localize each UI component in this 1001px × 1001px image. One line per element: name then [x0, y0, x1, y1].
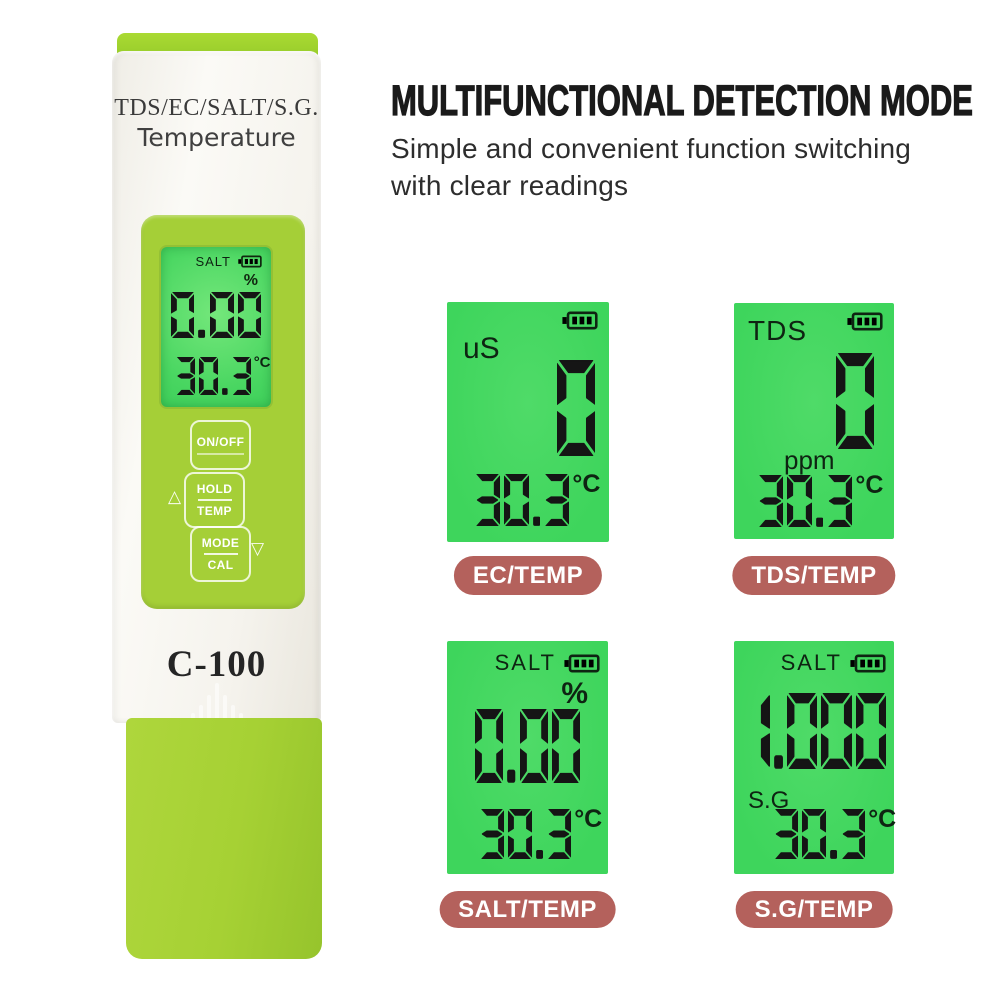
on-off-button: ON/OFF — [190, 420, 251, 470]
hold-temp-button: HOLD TEMP — [184, 472, 245, 528]
lcd-value — [556, 360, 595, 456]
mode-card-ec: uS °C EC/TEMP — [447, 302, 609, 595]
battery-icon — [238, 255, 262, 268]
lcd-screen-salt: SALT % °C — [447, 641, 608, 874]
mode-tag-sg: S.G/TEMP — [735, 891, 893, 928]
page-title: MULTIFUNCTIONAL DETECTION MODE — [391, 77, 974, 125]
device-model-number: C-100 — [166, 644, 267, 685]
battery-icon — [564, 654, 600, 672]
lcd-screen-ec: uS °C — [447, 302, 609, 542]
battery-icon — [850, 654, 886, 672]
lcd-temperature — [774, 809, 866, 859]
celsius-unit: °C — [868, 805, 897, 833]
mode-tag-tds: TDS/TEMP — [732, 556, 896, 595]
device-celsius-unit: °C — [253, 354, 271, 371]
device-type-label: TDS/EC/SALT/S.G. — [114, 95, 319, 121]
lcd-temperature — [480, 809, 572, 859]
up-triangle-icon: △ — [168, 487, 182, 506]
lcd-unit: % — [561, 677, 588, 710]
battery-icon — [562, 311, 598, 330]
lcd-temperature — [758, 475, 853, 527]
device-bottom-cap — [126, 718, 322, 959]
mode-cal-button: MODE CAL — [190, 526, 251, 582]
celsius-unit: °C — [574, 805, 603, 833]
lcd-value — [447, 709, 608, 783]
mode-card-sg: SALT S.G °C S.G/TEMP — [734, 641, 897, 928]
battery-icon — [847, 312, 883, 331]
down-triangle-icon: ▽ — [251, 539, 265, 558]
lcd-value — [744, 693, 886, 769]
device-lcd-value — [161, 292, 271, 338]
mode-label: SALT — [494, 650, 556, 675]
device-body: TDS/EC/SALT/S.G. Temperature SALT — [112, 51, 321, 729]
mode-card-salt: SALT % °C SALT/TEMP — [439, 641, 616, 928]
celsius-unit: °C — [855, 471, 884, 499]
device-lcd-mode-label: SALT — [195, 254, 231, 269]
mode-label: TDS — [748, 315, 807, 346]
device-lcd: SALT % °C — [161, 247, 271, 407]
lcd-screen-sg: SALT S.G °C — [734, 641, 897, 874]
device-lcd-temperature — [176, 357, 251, 395]
device-type-label-2: Temperature — [137, 123, 296, 152]
lcd-value — [835, 353, 874, 449]
mode-tag-ec: EC/TEMP — [453, 556, 603, 595]
mode-tag-salt: SALT/TEMP — [439, 891, 616, 928]
tds-meter-device: TDS/EC/SALT/S.G. Temperature SALT — [110, 30, 324, 970]
page-subtitle: Simple and convenient function switching… — [391, 133, 912, 201]
lcd-screen-tds: TDS ppm °C — [734, 303, 894, 539]
mode-label: uS — [463, 332, 500, 365]
device-lcd-unit: % — [243, 272, 258, 289]
mode-card-tds: TDS ppm °C TDS/TEMP — [732, 303, 896, 595]
lcd-temperature — [475, 474, 570, 526]
celsius-unit: °C — [572, 470, 601, 498]
lcd-unit: ppm — [784, 445, 835, 475]
mode-label: SALT — [780, 650, 842, 675]
device-control-panel: SALT % °C — [141, 215, 305, 609]
